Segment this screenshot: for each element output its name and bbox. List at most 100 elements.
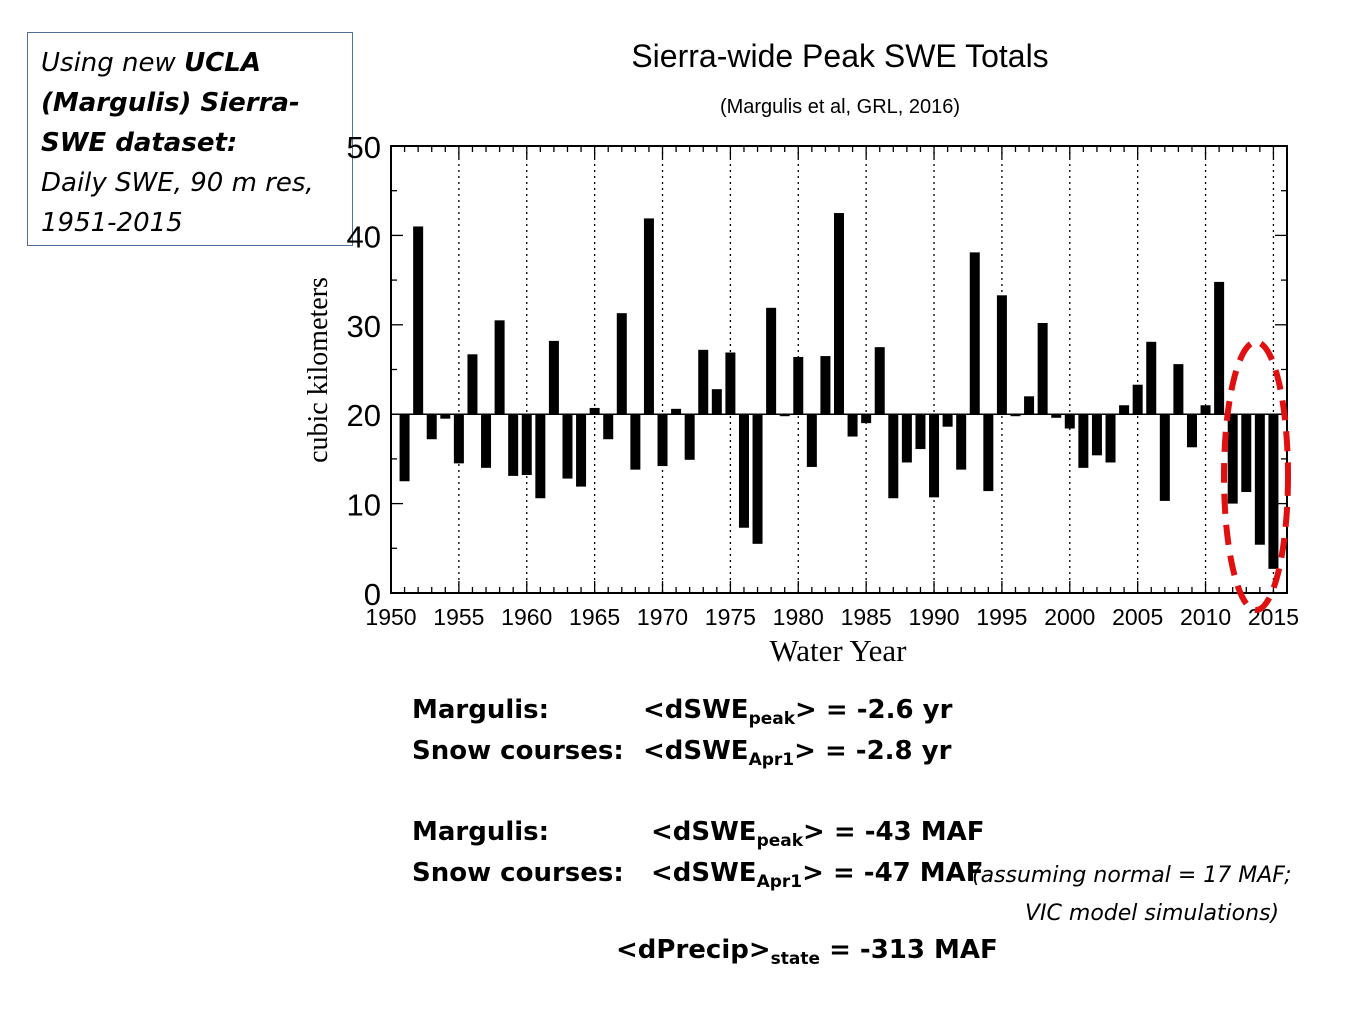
stats-row-1-post: > = -2.6 yr [795, 695, 953, 725]
stats-row-5-sub: state [770, 949, 821, 970]
y-tick-label-0: 0 [364, 577, 381, 612]
bar-1964 [576, 414, 587, 487]
bar-1958 [494, 320, 505, 415]
y-tick-label-50: 50 [347, 130, 381, 165]
info-line-3-bold: SWE dataset: [41, 128, 238, 158]
stats-row-1-label: Margulis: [412, 695, 550, 725]
bar-1957 [481, 414, 492, 468]
bar-1951 [399, 414, 410, 482]
stats-row-5-value: <dPrecip>state = -313 MAF [616, 935, 998, 969]
x-tick-label-1970: 1970 [637, 604, 688, 630]
info-line-1-text: Using new [41, 48, 185, 78]
stats-row-5-pre: <dPrecip> [616, 935, 771, 965]
stats-row-5-post: = -313 MAF [820, 935, 998, 965]
bar-1997 [1024, 396, 1035, 415]
bar-1990 [929, 414, 940, 498]
bar-1980 [793, 356, 804, 415]
bar-2011 [1214, 281, 1225, 415]
bar-1976 [738, 414, 749, 528]
bar-1966 [603, 414, 614, 440]
bar-1971 [671, 408, 682, 415]
bar-2015 [1268, 414, 1279, 569]
bar-1977 [752, 414, 763, 544]
bar-1984 [847, 414, 858, 437]
stats-row-4-label: Snow courses: [412, 858, 624, 888]
info-line-4: Daily SWE, 90 m res, [41, 168, 314, 198]
stats-row-3-post: > = -43 MAF [803, 817, 985, 847]
stats-row-1-pre: <dSWE [643, 695, 749, 725]
info-line-2: (Margulis) Sierra- [41, 83, 339, 123]
bar-2008 [1173, 364, 1184, 415]
stats-row-2-post: > = -2.8 yr [794, 736, 952, 766]
x-tick-label-2000: 2000 [1044, 604, 1095, 630]
bar-2003 [1105, 414, 1116, 463]
bar-1972 [684, 414, 695, 460]
bar-1998 [1037, 323, 1048, 415]
chart-title: Sierra-wide Peak SWE Totals [631, 38, 1048, 74]
x-tick-label-1990: 1990 [908, 604, 959, 630]
bar-1982 [820, 356, 831, 415]
bar-2009 [1186, 414, 1197, 448]
stats-row-2-pre: <dSWE [643, 736, 749, 766]
bar-1952 [413, 226, 424, 415]
x-tick-label-1980: 1980 [773, 604, 824, 630]
info-line-3: SWE dataset: [41, 123, 339, 163]
bar-2001 [1078, 414, 1089, 468]
swe-bar-chart: Sierra-wide Peak SWE Totals (Margulis et… [303, 38, 1299, 668]
bar-1954 [440, 414, 451, 419]
bar-2012 [1227, 414, 1238, 504]
stats-row-4-value: <dSWEApr1> = -47 MAF [651, 858, 984, 892]
bar-1995 [996, 295, 1007, 415]
y-tick-label-10: 10 [347, 488, 381, 523]
bar-1953 [426, 414, 437, 440]
bar-2007 [1159, 414, 1170, 501]
stats-row-3-label: Margulis: [412, 817, 550, 847]
bar-1999 [1051, 414, 1062, 418]
bar-2010 [1200, 405, 1211, 415]
x-tick-label-1975: 1975 [705, 604, 756, 630]
bar-1955 [453, 414, 464, 464]
bar-1975 [725, 352, 736, 415]
recent-drought-highlight-ellipse [1221, 339, 1291, 613]
bar-1991 [942, 414, 953, 427]
y-axis-label: cubic kilometers [303, 277, 334, 463]
x-axis-label: Water Year [770, 633, 908, 668]
bar-1978 [766, 307, 777, 415]
chart-subtitle: (Margulis et al, GRL, 2016) [720, 96, 960, 118]
x-tick-label-1950: 1950 [365, 604, 416, 630]
x-tick-label-1965: 1965 [569, 604, 620, 630]
stats-row-4-pre: <dSWE [651, 858, 757, 888]
bar-2000 [1064, 414, 1075, 429]
y-tick-label-30: 30 [347, 309, 381, 344]
bar-2002 [1091, 414, 1102, 456]
bar-1956 [467, 354, 478, 415]
bar-1970 [657, 414, 668, 467]
bar-1960 [521, 414, 532, 475]
bar-1986 [874, 347, 885, 415]
bar-1968 [630, 414, 641, 470]
bar-1996 [1010, 414, 1021, 417]
bar-1967 [616, 313, 627, 415]
bar-1962 [548, 340, 559, 415]
stats-row-2-value: <dSWEApr1> = -2.8 yr [643, 736, 951, 770]
x-tick-label-1995: 1995 [976, 604, 1027, 630]
stats-row-1-sub: peak [748, 709, 796, 730]
bar-2014 [1254, 414, 1265, 545]
bar-1981 [806, 414, 817, 467]
bar-1988 [901, 414, 912, 463]
stats-row-4-note-2: VIC model simulations) [1025, 901, 1280, 926]
dataset-info-box: Using new UCLA (Margulis) Sierra- SWE da… [27, 32, 353, 246]
bar-2004 [1119, 405, 1130, 415]
bar-1983 [834, 213, 844, 415]
info-line-5: 1951-2015 [41, 208, 183, 238]
y-tick-label-20: 20 [347, 398, 381, 433]
bar-1974 [711, 389, 722, 415]
bar-1965 [589, 407, 600, 415]
bar-1994 [983, 414, 994, 492]
bar-1973 [698, 349, 709, 415]
bar-2006 [1146, 341, 1157, 415]
bar-1963 [562, 414, 573, 479]
y-tick-label-40: 40 [347, 219, 381, 254]
bar-1989 [915, 414, 926, 450]
stats-row-4-post: > = -47 MAF [802, 858, 984, 888]
